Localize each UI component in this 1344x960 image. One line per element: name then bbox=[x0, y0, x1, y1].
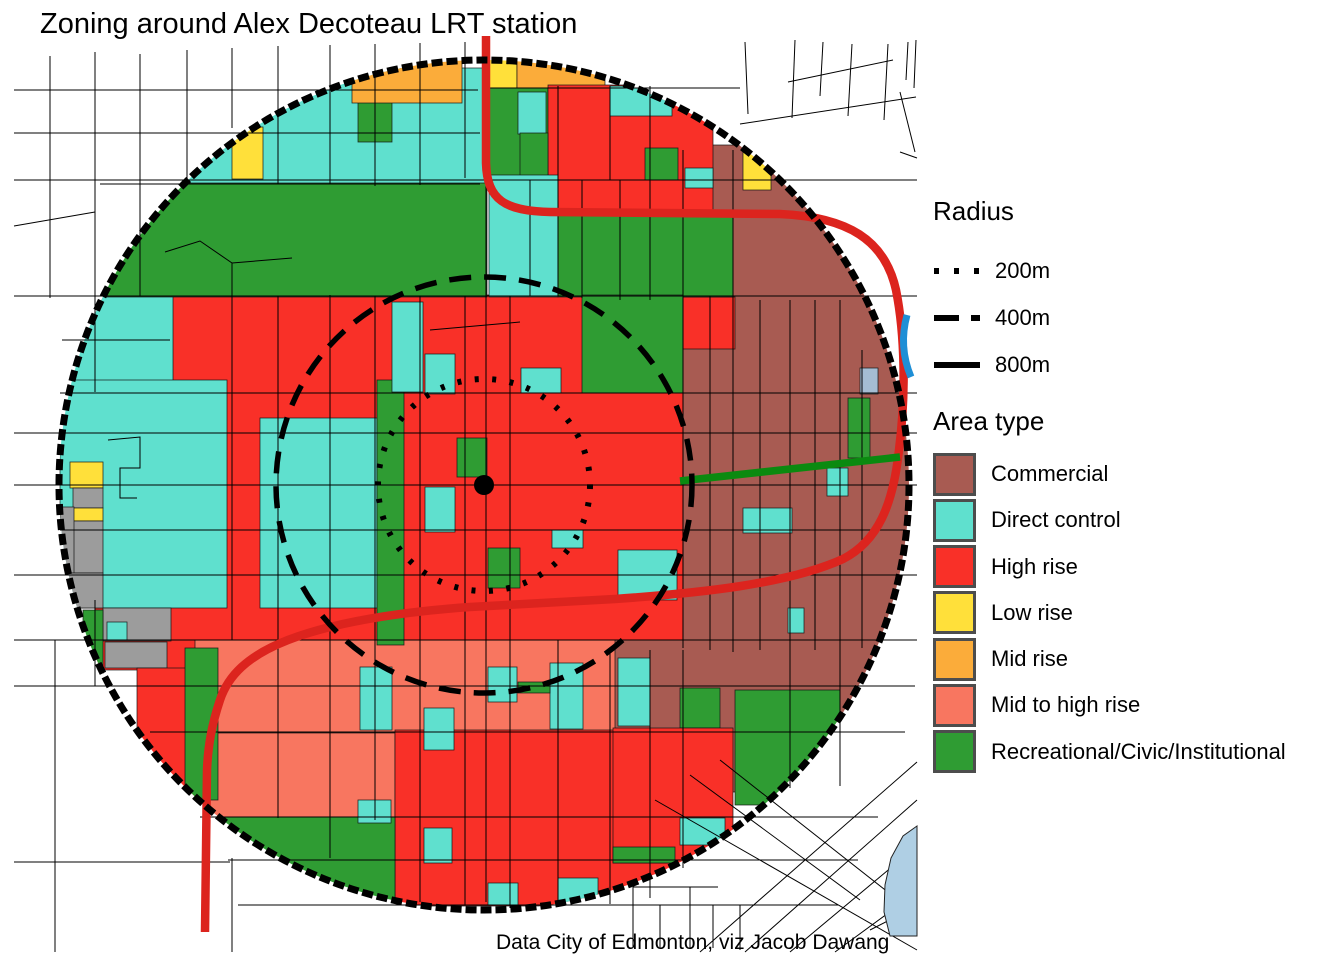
page-title: Zoning around Alex Decoteau LRT station bbox=[40, 8, 578, 40]
radius-ring-200m bbox=[375, 376, 593, 594]
area-legend-title: Area type bbox=[933, 406, 1045, 436]
zone-gy bbox=[104, 641, 168, 669]
zone-rc bbox=[847, 397, 871, 459]
area-legend-item-low-rise: Low rise bbox=[933, 590, 1333, 636]
zone-dc bbox=[487, 882, 519, 906]
data-source-caption: Data City of Edmonton, viz Jacob Dawang bbox=[496, 931, 890, 954]
zone-dc bbox=[424, 486, 456, 533]
area-legend-label: Recreational/Civic/Institutional bbox=[991, 738, 1286, 764]
radius-ring-800m bbox=[55, 56, 913, 914]
color-swatch bbox=[933, 545, 976, 589]
radius-legend-item-200m: 200m bbox=[933, 247, 1333, 294]
zone-rc bbox=[557, 212, 734, 298]
area-legend-item-direct-control: Direct control bbox=[933, 497, 1333, 543]
zone-dc bbox=[359, 666, 393, 731]
area-legend-label: Low rise bbox=[991, 599, 1073, 625]
zone-dc bbox=[549, 662, 584, 730]
river-water bbox=[883, 825, 918, 937]
station-dot bbox=[474, 475, 494, 495]
area-legend-label: Direct control bbox=[991, 507, 1121, 533]
road bbox=[679, 453, 901, 485]
color-swatch bbox=[933, 591, 976, 635]
road bbox=[200, 36, 908, 933]
zone-dc bbox=[517, 91, 547, 135]
legend-panel: Radius 200m 400m 800m Area type Commerci… bbox=[933, 196, 1333, 775]
zone-rc bbox=[519, 132, 549, 181]
radius-rings-layer bbox=[55, 56, 913, 914]
zone-dc bbox=[684, 167, 714, 189]
area-legend-label: Mid rise bbox=[991, 646, 1069, 672]
area-legend-item-high-rise: High rise bbox=[933, 544, 1333, 590]
color-swatch bbox=[933, 637, 976, 681]
color-swatch bbox=[933, 730, 976, 774]
dashed-line-icon bbox=[934, 314, 980, 321]
zone-dc bbox=[742, 507, 793, 534]
solid-line-icon bbox=[934, 361, 980, 368]
zone-hr bbox=[682, 296, 736, 350]
dotted-line-icon bbox=[934, 267, 980, 274]
color-swatch bbox=[933, 452, 976, 496]
zone-dc bbox=[259, 417, 378, 609]
radius-ring-400m bbox=[273, 274, 695, 696]
zone-rc bbox=[612, 846, 676, 864]
zone-gy bbox=[59, 572, 104, 609]
zone-lr bbox=[72, 507, 104, 522]
radius-legend-title: Radius bbox=[933, 196, 1014, 226]
streets-layer bbox=[13, 39, 918, 953]
area-legend-label: Commercial bbox=[991, 461, 1109, 486]
zone-dc bbox=[106, 621, 128, 641]
zone-dc bbox=[424, 353, 456, 395]
zone-dc bbox=[391, 301, 424, 393]
zone-dc bbox=[617, 657, 651, 727]
zone-pb bbox=[859, 367, 879, 395]
area-legend-label: High rise bbox=[991, 553, 1078, 579]
zone-gy bbox=[72, 487, 104, 509]
zone-rc bbox=[679, 687, 721, 729]
road bbox=[900, 314, 915, 379]
zone-dc bbox=[423, 827, 453, 864]
radius-legend-label: 400m bbox=[995, 304, 1051, 330]
zone-rc bbox=[456, 437, 488, 478]
color-swatch bbox=[933, 683, 976, 727]
zone-dc bbox=[59, 294, 174, 391]
area-legend-item-mid-to-high-rise: Mid to high rise bbox=[933, 682, 1333, 728]
area-legend-item-recreational: Recreational/Civic/Institutional bbox=[933, 729, 1333, 775]
zone-dc bbox=[423, 707, 455, 751]
zone-dc bbox=[826, 467, 849, 497]
area-legend-item-commercial: Commercial bbox=[933, 451, 1333, 497]
zone-gy bbox=[72, 520, 104, 574]
radius-legend-item-800m: 800m bbox=[933, 341, 1333, 388]
zone-dc bbox=[787, 607, 805, 634]
zone-lr bbox=[69, 461, 104, 489]
area-legend-item-mid-rise: Mid rise bbox=[933, 636, 1333, 682]
zone-rc bbox=[104, 182, 488, 298]
color-swatch bbox=[933, 498, 976, 542]
zone-dc bbox=[487, 666, 518, 703]
radius-legend-label: 800m bbox=[995, 351, 1051, 377]
radius-legend-item-400m: 400m bbox=[933, 294, 1333, 341]
zones-layer bbox=[59, 60, 909, 907]
radius-legend-label: 200m bbox=[995, 257, 1051, 283]
zone-rc bbox=[487, 547, 521, 589]
roads-layer bbox=[200, 36, 915, 933]
area-legend-label: Mid to high rise bbox=[991, 692, 1141, 718]
zone-rc bbox=[376, 379, 405, 646]
zone-rc bbox=[734, 689, 841, 806]
